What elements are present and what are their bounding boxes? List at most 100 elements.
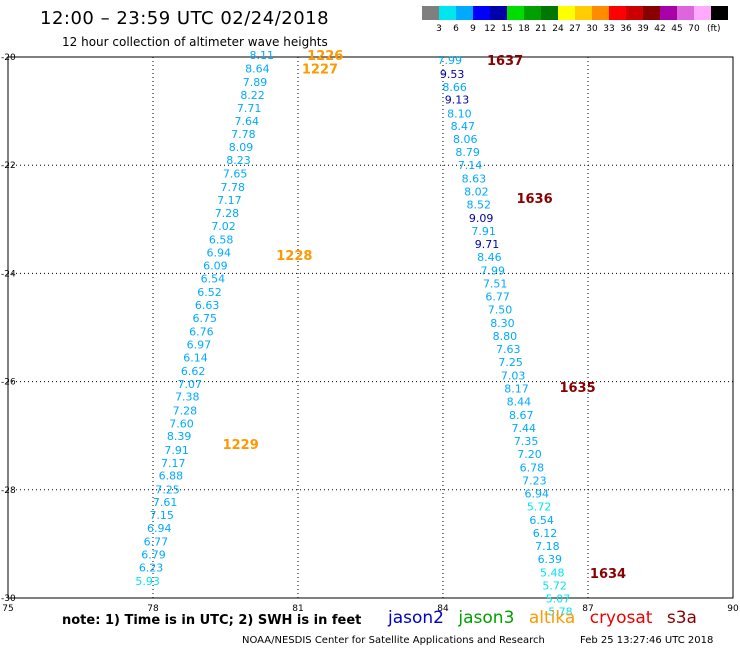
scale-swatch — [456, 6, 473, 20]
wave-height-value: 7.18 — [535, 540, 560, 553]
scale-swatch — [711, 6, 728, 20]
pass-time-label: 1635 — [559, 381, 595, 396]
scale-unit-label: (ft) — [707, 24, 721, 34]
pass-time-label: 1228 — [276, 249, 312, 264]
pass-time-label: 1227 — [302, 62, 338, 77]
wave-height-plot: 75 78 81 84 87 90-20-22-24-26-28-308.118.647.… — [1, 49, 739, 619]
scale-swatch — [524, 6, 541, 20]
scale-swatch — [439, 6, 456, 20]
wave-height-value: 7.50 — [488, 304, 513, 317]
wave-height-value: 7.63 — [496, 343, 521, 356]
x-tick-label: 81 — [292, 604, 303, 614]
wave-height-value: 6.97 — [187, 338, 212, 351]
wave-height-value: 6.52 — [197, 286, 222, 299]
scale-swatch — [507, 6, 524, 20]
wave-height-value: 7.28 — [173, 404, 198, 417]
scale-tick-label: 18 — [518, 24, 530, 34]
wave-height-value: 5.72 — [527, 501, 552, 514]
wave-height-value: 8.02 — [464, 186, 489, 199]
wave-height-value: 7.17 — [161, 457, 186, 470]
scale-tick-label: 27 — [569, 24, 580, 34]
wave-height-value: 7.38 — [175, 391, 200, 404]
scale-tick-label: 33 — [603, 24, 614, 34]
wave-height-value: 7.91 — [471, 225, 496, 238]
wave-height-value: 7.20 — [517, 448, 542, 461]
wave-height-value: 9.53 — [440, 68, 465, 81]
wave-height-value: 7.02 — [211, 220, 236, 233]
note-text: note: 1) Time is in UTC; 2) SWH is in fe… — [62, 613, 362, 628]
x-tick-label: 78 — [147, 604, 159, 614]
scale-swatch — [643, 6, 660, 20]
wave-height-value: 8.80 — [493, 330, 518, 343]
timestamp: Feb 25 13:27:46 UTC 2018 — [580, 635, 714, 646]
wave-height-value: 5.07 — [546, 593, 571, 606]
wave-height-value: 6.77 — [485, 291, 510, 304]
wave-height-value: 8.44 — [507, 396, 532, 409]
wave-height-value: 6.94 — [147, 522, 172, 535]
chart-title: 12:00 – 23:59 UTC 02/24/2018 — [40, 8, 330, 29]
x-tick-label: 87 — [582, 604, 593, 614]
wave-height-value: 7.91 — [164, 444, 189, 457]
y-tick-label: -22 — [1, 161, 16, 171]
legend-cryosat: cryosat — [589, 608, 653, 628]
scale-tick-label: 6 — [453, 24, 459, 34]
wave-height-value: 6.39 — [538, 553, 563, 566]
wave-height-value: 8.10 — [447, 107, 472, 120]
wave-height-value: 6.94 — [525, 488, 550, 501]
wave-height-value: 6.54 — [529, 514, 554, 527]
wave-height-value: 7.65 — [223, 167, 248, 180]
wave-height-value: 6.77 — [144, 536, 169, 549]
legend-jason2: jason2 — [388, 608, 444, 628]
wave-height-value: 6.14 — [183, 351, 208, 364]
scale-tick-label: 15 — [501, 24, 512, 34]
wave-height-value: 7.61 — [153, 496, 178, 509]
scale-swatch — [558, 6, 575, 20]
wave-height-value: 7.17 — [217, 194, 242, 207]
wave-height-value: 6.58 — [209, 233, 234, 246]
plot-frame — [7, 56, 734, 599]
wave-height-value: 7.60 — [169, 417, 194, 430]
wave-height-value: 6.75 — [192, 312, 217, 325]
wave-height-value: 7.89 — [243, 76, 268, 89]
wave-height-value: 8.67 — [509, 409, 534, 422]
y-tick-label: -30 — [1, 594, 16, 604]
wave-height-value: 8.22 — [240, 89, 265, 102]
scale-swatch — [626, 6, 643, 20]
wave-height-value: 8.47 — [451, 120, 476, 133]
wave-height-value: 7.28 — [215, 207, 240, 220]
y-tick-label: -20 — [1, 53, 16, 63]
wave-height-value: 6.88 — [159, 470, 184, 483]
x-tick-label: 84 — [437, 604, 449, 614]
wave-height-value: 6.54 — [201, 272, 226, 285]
wave-height-value: 6.78 — [520, 462, 545, 475]
wave-height-value: 6.12 — [533, 527, 558, 540]
scale-tick-label: 30 — [586, 24, 598, 34]
scale-tick-label: 9 — [470, 24, 476, 34]
x-tick-label: 75 — [2, 604, 13, 614]
scale-tick-label: 24 — [552, 24, 564, 34]
legend-s3a: s3a — [666, 608, 697, 628]
wave-height-value: 5.72 — [542, 580, 567, 593]
scale-swatch — [677, 6, 694, 20]
scale-swatch — [694, 6, 711, 20]
scale-swatch — [541, 6, 558, 20]
wave-height-value: 7.15 — [149, 509, 174, 522]
wave-height-value: 8.23 — [226, 154, 251, 167]
pass-time-label: 1636 — [516, 192, 552, 207]
wave-height-value: 7.14 — [458, 159, 483, 172]
wave-height-value: 8.11 — [250, 49, 275, 62]
scale-tick-label: 36 — [620, 24, 632, 34]
wave-height-value: 7.71 — [237, 102, 262, 115]
wave-height-value: 9.13 — [445, 94, 470, 107]
pass-time-label: 1226 — [307, 49, 343, 64]
wave-height-value: 6.94 — [206, 246, 231, 259]
scale-swatch — [473, 6, 490, 20]
wave-height-value: 8.66 — [442, 81, 467, 94]
wave-height-value: 8.64 — [245, 62, 270, 75]
wave-height-value: 5.78 — [548, 606, 573, 619]
x-tick-label: 90 — [727, 604, 739, 614]
wave-height-value: 9.71 — [475, 238, 500, 251]
wave-height-value: 7.99 — [481, 265, 506, 278]
y-tick-label: -24 — [1, 269, 16, 279]
wave-height-value: 5.93 — [135, 575, 160, 588]
